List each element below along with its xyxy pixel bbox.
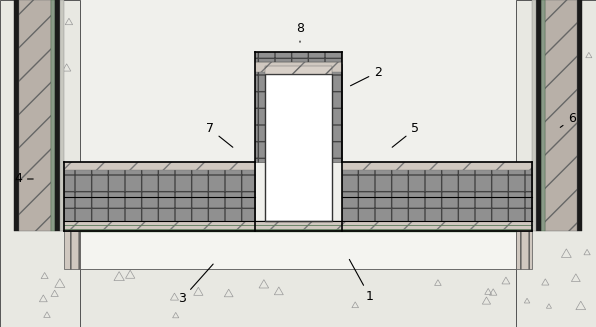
Bar [342, 162, 532, 197]
Bar [541, 0, 545, 231]
Text: 6: 6 [560, 112, 576, 128]
Bar [64, 231, 80, 269]
Bar [55, 0, 60, 231]
Bar [51, 0, 55, 231]
Text: 7: 7 [206, 123, 233, 147]
Bar [80, 269, 516, 327]
Bar [516, 231, 532, 269]
Bar [80, 229, 516, 269]
Bar [255, 64, 342, 162]
Text: 4: 4 [14, 173, 33, 185]
Bar [265, 66, 332, 74]
Bar [545, 0, 577, 231]
Bar [19, 0, 51, 231]
Bar [265, 74, 332, 221]
Bar [255, 52, 342, 62]
Text: 1: 1 [349, 259, 374, 303]
Bar [64, 197, 255, 221]
Bar [64, 221, 532, 231]
Text: 2: 2 [350, 65, 382, 86]
Text: 5: 5 [392, 123, 419, 147]
Bar [577, 0, 582, 231]
Bar [64, 162, 255, 170]
Bar [536, 0, 541, 231]
Bar [0, 0, 80, 327]
Bar [255, 62, 342, 72]
Bar [80, 229, 516, 269]
Bar [14, 0, 19, 231]
Bar [532, 0, 536, 231]
Text: 3: 3 [178, 264, 213, 305]
Bar [342, 162, 532, 170]
Bar [516, 0, 596, 327]
Bar [64, 162, 255, 197]
Bar [60, 0, 64, 231]
Bar [342, 197, 532, 221]
Text: 8: 8 [296, 23, 304, 42]
